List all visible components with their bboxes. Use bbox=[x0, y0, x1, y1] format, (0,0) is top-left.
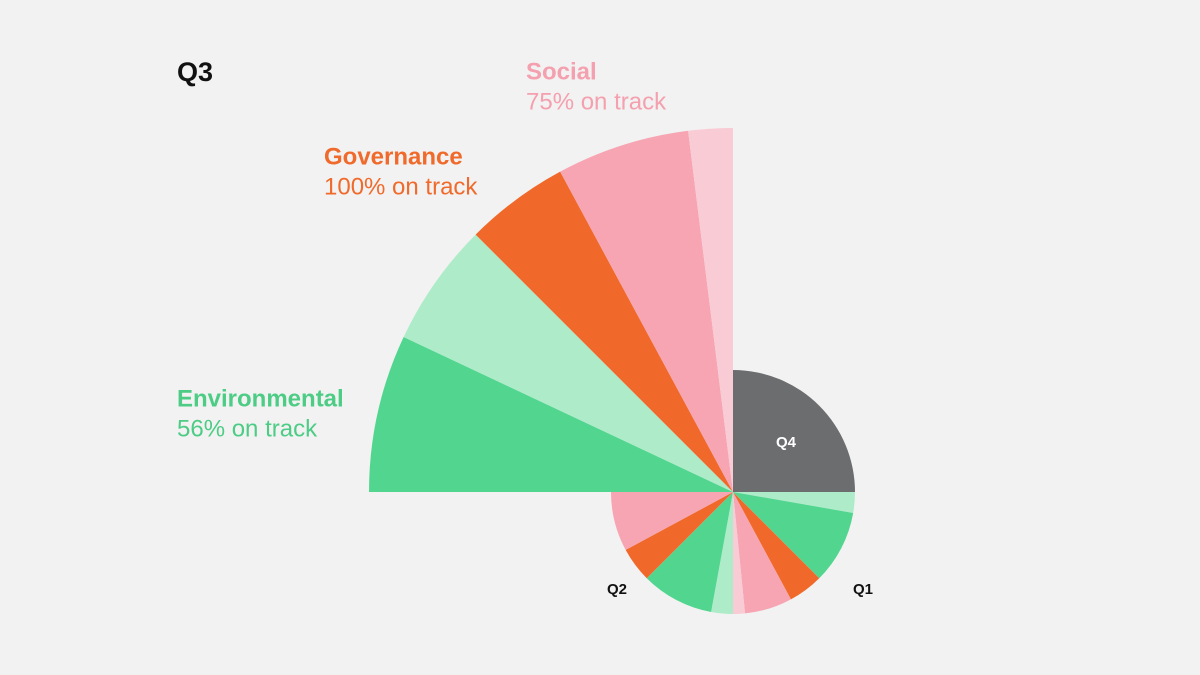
off-track-segment bbox=[711, 492, 733, 614]
on-track-label: 75% on track bbox=[526, 88, 667, 115]
on-track-segment bbox=[560, 130, 733, 492]
on-track-segment bbox=[733, 492, 791, 614]
on-track-segment bbox=[369, 337, 733, 492]
category-label: Governance bbox=[324, 143, 463, 170]
on-track-segment bbox=[475, 171, 733, 492]
on-track-segment bbox=[733, 492, 854, 579]
on-track-label: 100% on track bbox=[324, 173, 478, 200]
on-track-segment bbox=[625, 492, 733, 579]
on-track-segment bbox=[646, 492, 733, 613]
quarter-label: Q1 bbox=[853, 581, 873, 598]
quarter-label: Q2 bbox=[607, 581, 627, 598]
category-label: Social bbox=[526, 58, 597, 85]
selected-quarter-title: Q3 bbox=[177, 57, 213, 87]
category-label: Environmental bbox=[177, 385, 344, 412]
on-track-label: 56% on track bbox=[177, 415, 318, 442]
on-track-segment bbox=[611, 492, 733, 550]
off-track-segment bbox=[733, 492, 855, 513]
quarter-label: Q4 bbox=[776, 434, 797, 451]
on-track-segment bbox=[733, 492, 820, 600]
off-track-segment bbox=[688, 128, 733, 492]
off-track-segment bbox=[403, 234, 733, 492]
inactive-quarter bbox=[733, 370, 855, 492]
off-track-segment bbox=[733, 492, 746, 614]
